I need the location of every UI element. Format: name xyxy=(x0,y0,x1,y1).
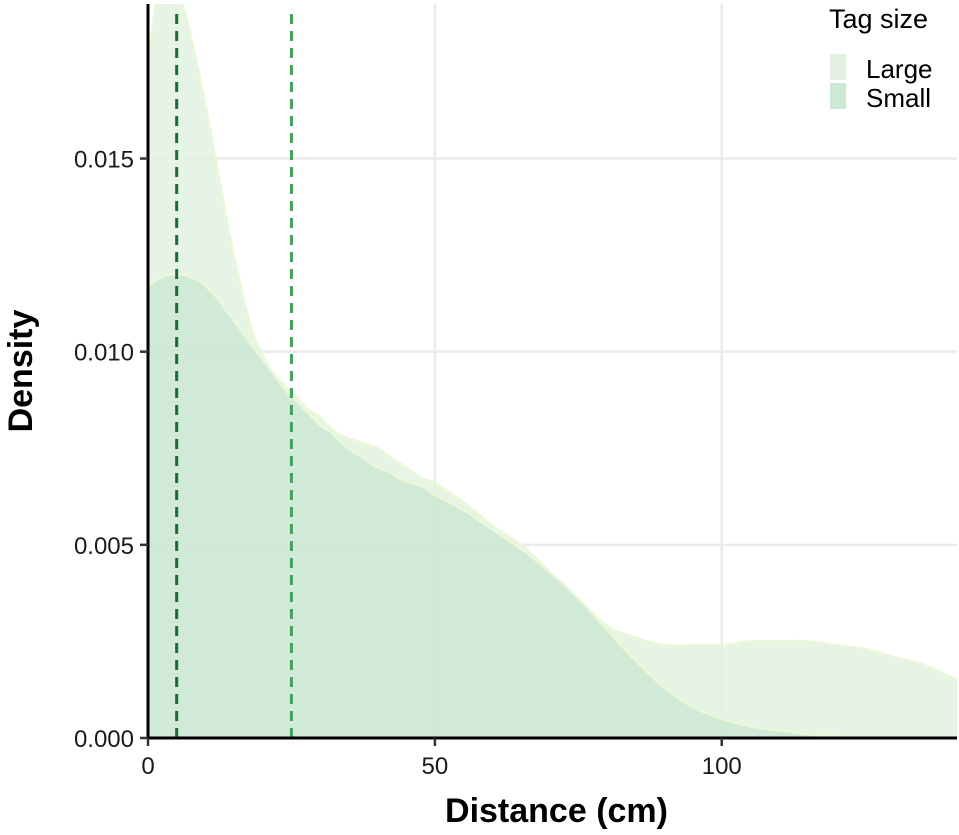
y-tick-label: 0.010 xyxy=(74,340,134,367)
x-tick-label: 0 xyxy=(141,753,154,780)
axes xyxy=(146,4,957,740)
y-tick-label: 0.000 xyxy=(74,726,134,753)
x-tick-label: 100 xyxy=(702,753,742,780)
density-outline-large xyxy=(148,4,957,682)
density-areas xyxy=(148,4,957,738)
legend-title: Tag size xyxy=(829,4,928,34)
legend-label-large: Large xyxy=(866,54,933,84)
legend-label-small: Small xyxy=(866,83,931,113)
y-axis-title: Density xyxy=(2,310,40,433)
y-tick-label: 0.015 xyxy=(74,147,134,174)
density-outline-small xyxy=(148,272,957,738)
legend-key-large xyxy=(830,54,846,80)
tick-labels: 0 50 100 0.000 0.005 0.010 0.015 xyxy=(74,147,742,780)
x-axis-title: Distance (cm) xyxy=(445,792,668,830)
reference-lines xyxy=(175,14,293,738)
x-tick-label: 50 xyxy=(422,753,449,780)
y-tick-label: 0.005 xyxy=(74,533,134,560)
legend-key-small xyxy=(830,83,846,109)
density-area-small xyxy=(148,273,957,738)
